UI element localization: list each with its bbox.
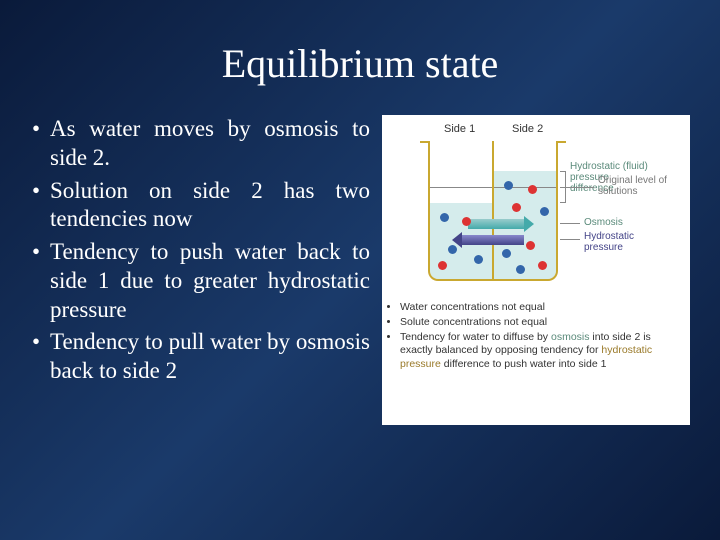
bullet-list: As water moves by osmosis to side 2. Sol… (30, 115, 370, 425)
bullet-item: Solution on side 2 has two tendencies no… (30, 177, 370, 235)
content-row: As water moves by osmosis to side 2. Sol… (30, 115, 690, 425)
bullet-item: As water moves by osmosis to side 2. (30, 115, 370, 173)
solute-dot (528, 185, 537, 194)
slide-title: Equilibrium state (30, 40, 690, 87)
figure-caption-list: Water concentrations not equal Solute co… (388, 301, 684, 371)
caption-item: Tendency for water to diffuse by osmosis… (400, 331, 684, 370)
solute-dot (538, 261, 547, 270)
bullet-item: Tendency to push water back to side 1 du… (30, 238, 370, 324)
annot-original-level: Original level of solutions (598, 175, 668, 197)
bullet-item: Tendency to pull water by osmosis back t… (30, 328, 370, 386)
solute-dot (462, 217, 471, 226)
beaker-lip (556, 141, 566, 143)
beaker-diagram: Side 1 Side 2 Hydro (388, 121, 684, 291)
solute-dot (540, 207, 549, 216)
solute-dot (516, 265, 525, 274)
figure-panel: Side 1 Side 2 Hydro (382, 115, 690, 425)
caption-item: Solute concentrations not equal (400, 316, 684, 329)
leader-osmosis (560, 223, 580, 224)
beaker-lip (420, 141, 430, 143)
caption-item: Water concentrations not equal (400, 301, 684, 314)
osmosis-arrow (468, 219, 524, 229)
solute-dot (504, 181, 513, 190)
solute-dot (526, 241, 535, 250)
solute-dot (440, 213, 449, 222)
solute-dot (474, 255, 483, 264)
annot-hydrostatic: Hydrostatic pressure (584, 231, 644, 253)
label-side2: Side 2 (512, 123, 543, 135)
solute-dot (438, 261, 447, 270)
solute-dot (448, 245, 457, 254)
membrane (492, 141, 494, 281)
solute-dot (502, 249, 511, 258)
leader-hydrostatic (560, 239, 580, 240)
leader-original-level (560, 187, 594, 188)
annot-osmosis: Osmosis (584, 217, 623, 228)
solute-dot (512, 203, 521, 212)
beaker (428, 141, 558, 281)
hydrostatic-arrow (462, 235, 524, 245)
label-side1: Side 1 (444, 123, 475, 135)
slide: Equilibrium state As water moves by osmo… (0, 0, 720, 540)
